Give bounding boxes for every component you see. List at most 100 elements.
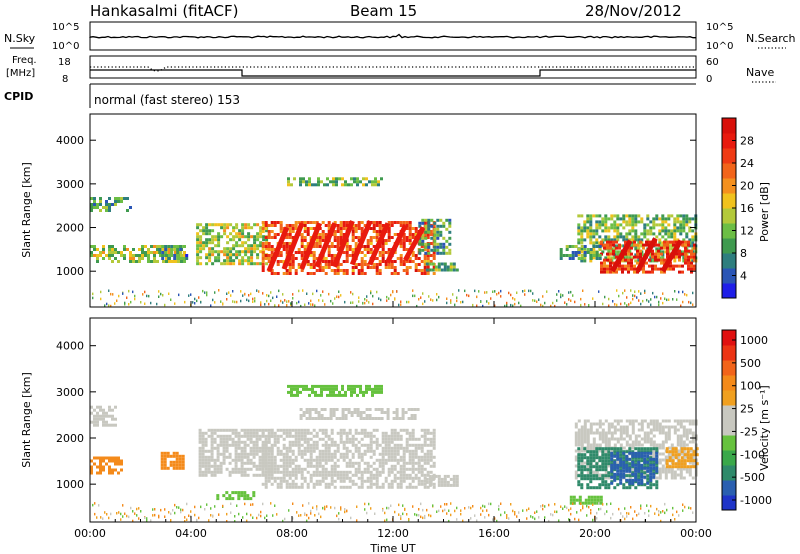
velocity-cell	[315, 446, 319, 450]
power-cell	[202, 241, 206, 245]
velocity-cell	[589, 456, 593, 460]
velocity-cell	[634, 440, 638, 444]
power-cell	[637, 214, 641, 218]
power-cell	[90, 197, 93, 200]
velocity-cell	[613, 454, 617, 458]
velocity-clutter	[394, 510, 396, 514]
velocity-cell	[652, 447, 656, 451]
velocity-cell	[330, 467, 334, 471]
velocity-cell	[628, 419, 632, 423]
power-cell	[357, 221, 361, 224]
velocity-clutter	[486, 509, 488, 512]
velocity-cell	[432, 440, 436, 444]
velocity-cell	[676, 422, 680, 426]
velocity-cell	[207, 455, 211, 459]
power-cell	[150, 245, 153, 248]
power-clutter	[482, 304, 484, 308]
power-clutter	[232, 290, 234, 293]
velocity-cell	[342, 470, 346, 474]
power-clutter	[630, 301, 632, 305]
power-clutter	[518, 301, 520, 305]
velocity-cell	[604, 434, 608, 438]
velocity-cell	[423, 455, 427, 459]
power-cell	[378, 272, 382, 275]
power-cell	[345, 269, 349, 272]
velocity-cell	[273, 470, 277, 474]
velocity-cell	[198, 440, 202, 444]
velocity-cell	[610, 454, 614, 458]
power-cell	[433, 248, 437, 252]
velocity-cell	[607, 474, 611, 478]
power-cell	[330, 242, 334, 245]
velocity-cell	[395, 414, 399, 417]
velocity-cell	[577, 465, 581, 469]
velocity-cell	[240, 449, 244, 453]
velocity-cell	[414, 455, 418, 459]
power-clutter	[280, 299, 282, 303]
power-cell	[285, 248, 289, 251]
velocity-clutter	[234, 515, 236, 518]
velocity-cell	[181, 460, 185, 464]
velocity-clutter	[444, 503, 446, 506]
velocity-cell	[249, 440, 253, 444]
power-cell	[220, 262, 224, 266]
power-cell	[153, 245, 156, 248]
velocity-cell	[354, 446, 358, 450]
velocity-cell	[408, 458, 412, 462]
velocity-cell	[288, 434, 292, 438]
velocity-cell	[294, 473, 298, 477]
velocity-clutter	[586, 514, 588, 517]
velocity-cell	[643, 466, 647, 470]
velocity-clutter	[558, 519, 560, 522]
power-cell	[336, 248, 340, 251]
velocity-cell	[330, 473, 334, 477]
power-cell	[690, 252, 693, 256]
power-clutter	[608, 304, 610, 307]
velocity-cell	[333, 455, 337, 459]
velocity-cell	[282, 443, 286, 447]
power-cell	[173, 257, 177, 260]
velocity-cell	[282, 446, 286, 450]
power-cell	[631, 217, 635, 221]
power-cell	[639, 255, 642, 259]
velocity-cell	[317, 417, 321, 420]
velocity-clutter	[422, 516, 424, 520]
velocity-cell	[291, 440, 295, 444]
power-cell	[232, 226, 236, 230]
velocity-cell	[637, 460, 641, 464]
power-clutter	[250, 292, 252, 296]
power-cell	[660, 252, 663, 256]
power-cell	[199, 235, 203, 239]
velocity-cell	[204, 431, 208, 435]
velocity-cell	[160, 463, 164, 467]
power-cell	[287, 177, 290, 181]
velocity-cell	[607, 447, 611, 451]
velocity-cell	[204, 473, 208, 477]
power-cell	[652, 217, 656, 221]
power-cell	[309, 263, 313, 266]
ytick-label: 4000	[56, 134, 84, 147]
velocity-cell	[315, 440, 319, 444]
velocity-cell	[592, 465, 596, 469]
power-clutter	[630, 289, 632, 292]
power-cell	[345, 242, 349, 245]
velocity-cell	[625, 450, 629, 454]
power-colorbar-label: Power [dB]	[758, 182, 771, 242]
power-cell	[640, 232, 644, 236]
velocity-clutter	[110, 512, 112, 516]
velocity-cell	[363, 449, 367, 453]
power-streak	[332, 220, 355, 268]
velocity-cell	[201, 446, 205, 450]
velocity-cell	[619, 434, 623, 438]
power-cell	[592, 214, 596, 218]
velocity-clutter	[246, 519, 248, 523]
velocity-cell	[225, 440, 229, 444]
velocity-cell	[622, 460, 626, 464]
power-cell	[691, 247, 695, 251]
velocity-cell	[276, 446, 280, 450]
power-cell	[661, 220, 665, 224]
velocity-cell	[375, 443, 379, 447]
power-cell	[663, 258, 666, 262]
power-cell	[196, 262, 200, 266]
power-cell	[247, 223, 251, 227]
